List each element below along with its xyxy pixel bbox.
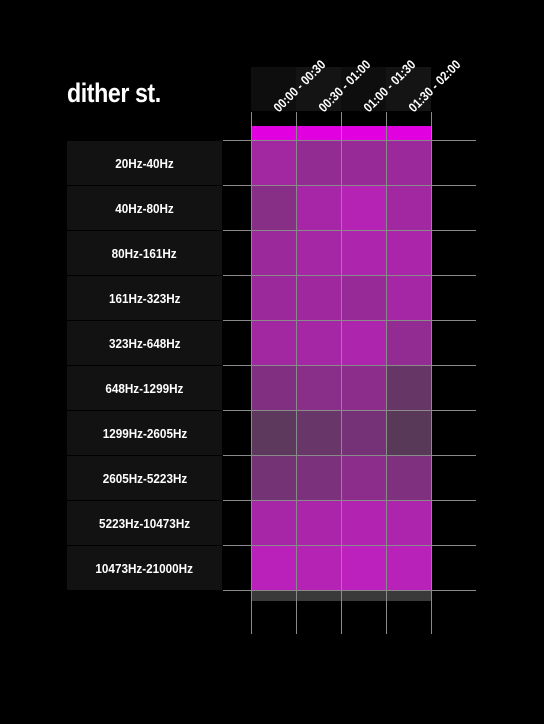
heatmap-cell [251,185,296,230]
heatmap-cell [251,320,296,365]
heatmap-cell [296,455,341,500]
heatmap-cell [341,185,386,230]
row-label: 323Hz-648Hz [67,321,222,365]
heatmap-cell [386,185,431,230]
heatmap-cell [386,365,431,410]
heatmap-cell [296,275,341,320]
heatmap-cell [251,500,296,545]
heatmap-cell [341,365,386,410]
heatmap-cell [296,140,341,185]
heatmap-cell [386,140,431,185]
row-label: 648Hz-1299Hz [67,366,222,410]
heatmap-cell [341,230,386,275]
heatmap-cell [341,140,386,185]
heatmap-cell [386,275,431,320]
row-label: 20Hz-40Hz [67,141,222,185]
row-label: 80Hz-161Hz [67,231,222,275]
heatmap-cell [386,545,431,590]
heatmap-cell [296,545,341,590]
row-label: 5223Hz-10473Hz [67,501,222,545]
heatmap-cell [341,545,386,590]
heatmap-cell [251,455,296,500]
row-label: 40Hz-80Hz [67,186,222,230]
heatmap-cell [386,230,431,275]
row-label: 161Hz-323Hz [67,276,222,320]
heatmap-cell [386,455,431,500]
heatmap-cell [296,410,341,455]
heatmap-cell [296,365,341,410]
column-header-band [251,67,431,111]
heatmap-cell [341,410,386,455]
heatmap-cell [386,410,431,455]
heatmap-cell [251,140,296,185]
row-label: 10473Hz-21000Hz [67,546,222,590]
heatmap-cell [296,185,341,230]
heatmap-cell [341,320,386,365]
heatmap-cell [251,275,296,320]
heatmap-cell [251,230,296,275]
heatmap-cell [386,320,431,365]
heatmap-cell [251,545,296,590]
heatmap-cell [296,320,341,365]
row-label: 1299Hz-2605Hz [67,411,222,455]
heatmap-cell [296,230,341,275]
heatmap-cell [251,365,296,410]
heatmap-cell [341,275,386,320]
chart-title: dither st. [67,78,161,108]
heatmap-cell [341,455,386,500]
heatmap-cell [296,500,341,545]
heatmap-cell [341,500,386,545]
heatmap-cell [386,500,431,545]
row-label: 2605Hz-5223Hz [67,456,222,500]
heatmap-cell [251,410,296,455]
